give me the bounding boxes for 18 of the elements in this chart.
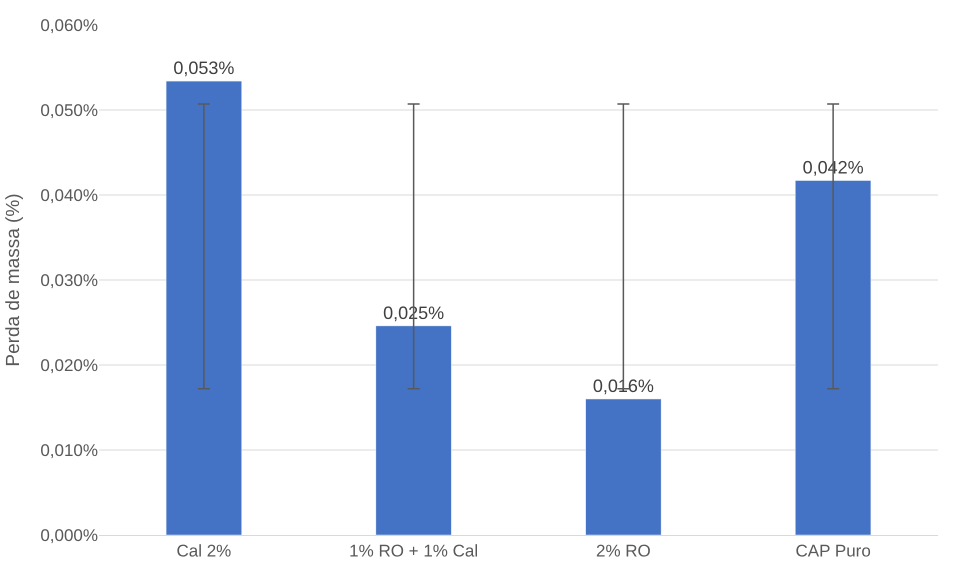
x-tick-label: CAP Puro	[795, 541, 871, 560]
y-tick-label: 0,000%	[40, 526, 98, 545]
y-tick-label: 0,020%	[40, 356, 98, 375]
x-tick-label: 2% RO	[596, 541, 651, 560]
bar	[376, 326, 452, 535]
y-tick-label: 0,040%	[40, 186, 98, 205]
data-label: 0,053%	[173, 58, 234, 78]
x-tick-label: 1% RO + 1% Cal	[349, 541, 478, 560]
data-label: 0,016%	[592, 376, 654, 396]
y-tick-label: 0,050%	[40, 100, 98, 120]
bar	[795, 180, 872, 535]
x-tick-label: Cal 2%	[176, 541, 232, 560]
y-tick-label: 0,010%	[40, 440, 98, 460]
bar	[585, 398, 662, 535]
y-tick-label: 0,060%	[40, 16, 98, 35]
y-tick-label: 0,030%	[40, 270, 98, 290]
y-axis-title: Perda de massa (%)	[3, 193, 24, 367]
bar	[166, 80, 242, 535]
